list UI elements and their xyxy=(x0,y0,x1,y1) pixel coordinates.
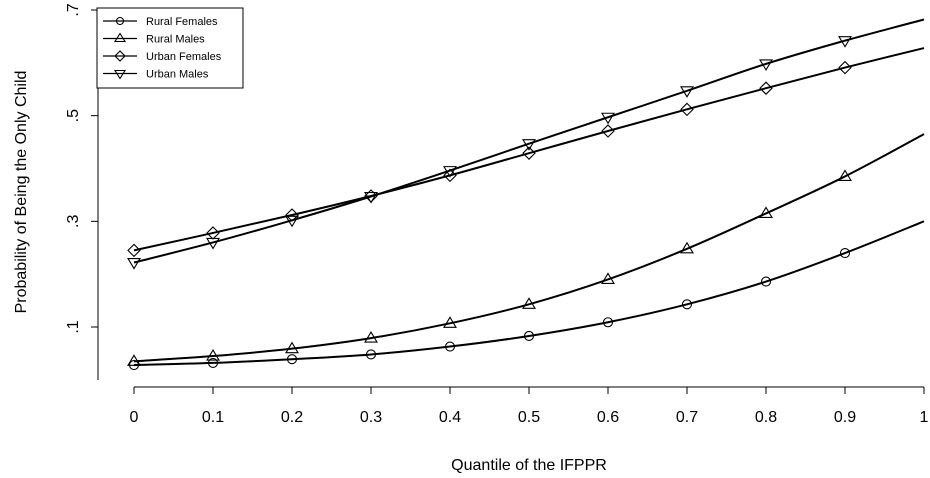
series-urban-males xyxy=(127,18,925,270)
series-rural-males xyxy=(127,133,925,366)
data-point-rural-males xyxy=(838,169,852,181)
data-point-rural-males xyxy=(206,348,220,361)
data-point-rural-females xyxy=(839,247,851,259)
data-point-urban-males xyxy=(285,215,299,228)
data-point-rural-females xyxy=(760,276,772,287)
data-point-urban-males xyxy=(601,112,615,125)
x-tick-label: 0.1 xyxy=(202,409,224,426)
data-point-urban-males xyxy=(206,237,220,250)
axes: 0 0.1 0.2 0.3 0.4 0.5 0.6 0.7 0.8 0.9 1 .1 .3 .5 .7 xyxy=(65,3,929,426)
x-tick-label: 0.7 xyxy=(676,409,698,426)
data-point-urban-males xyxy=(759,59,773,71)
legend-marker-urban-males xyxy=(114,69,126,80)
legend-marker-rural-males xyxy=(114,32,126,43)
data-point-urban-females xyxy=(759,81,773,95)
data-point-urban-females xyxy=(443,168,457,183)
legend-item-urban-females: Urban Females xyxy=(103,50,222,63)
y-tick-label: .1 xyxy=(65,320,82,333)
data-point-rural-females xyxy=(365,349,377,360)
series-urban-females xyxy=(127,47,925,258)
data-point-urban-males xyxy=(680,86,694,98)
legend-label: Urban Males xyxy=(146,69,209,81)
data-point-rural-males xyxy=(285,341,299,354)
y-tick-label: .5 xyxy=(65,109,82,122)
legend: Rural Females Rural Males Urban Females Urb… xyxy=(96,7,244,89)
legend-item-urban-males: Urban Males xyxy=(103,69,209,81)
x-tick-label: 0.3 xyxy=(360,409,382,426)
x-axis-title: Quantile of the IFPPR xyxy=(451,457,607,474)
data-point-rural-females xyxy=(444,341,456,352)
data-point-urban-males xyxy=(127,257,141,270)
data-point-urban-males xyxy=(522,139,536,151)
x-tick-label: 0.2 xyxy=(281,409,303,426)
y-tick-label: .3 xyxy=(65,215,82,228)
data-point-rural-males xyxy=(759,206,773,218)
x-tick-label: 0 xyxy=(130,409,139,426)
data-point-rural-males xyxy=(364,331,378,343)
legend-marker-rural-females xyxy=(115,16,125,26)
data-point-rural-females xyxy=(523,330,535,342)
data-point-rural-males xyxy=(601,272,615,285)
series-line-rural-males xyxy=(133,133,925,363)
data-point-rural-females xyxy=(681,299,693,310)
y-tick-label: .7 xyxy=(65,3,82,16)
x-tick-label: 0.5 xyxy=(518,409,540,426)
x-tick-label: 0.4 xyxy=(439,409,461,426)
data-point-urban-females xyxy=(838,60,852,75)
y-axis-title: Probability of Being the Only Child xyxy=(13,71,30,314)
legend-label: Rural Females xyxy=(146,16,218,28)
x-tick-label: 1 xyxy=(920,409,929,426)
legend-label: Rural Males xyxy=(146,34,205,46)
x-tick-label: 0.8 xyxy=(755,409,777,426)
legend-marker-urban-females xyxy=(114,50,126,62)
data-point-rural-males xyxy=(522,297,536,309)
series-line-urban-males xyxy=(133,18,925,264)
x-tick-label: 0.9 xyxy=(834,409,856,426)
data-point-urban-females xyxy=(680,102,694,117)
series-line-urban-females xyxy=(133,47,925,252)
series-rural-females xyxy=(128,220,925,371)
data-point-rural-males xyxy=(680,241,694,254)
legend-label: Urban Females xyxy=(146,51,222,63)
data-point-urban-males xyxy=(838,36,852,48)
data-point-rural-males xyxy=(443,316,457,328)
data-point-urban-males xyxy=(443,166,457,178)
data-point-rural-females xyxy=(207,357,219,368)
data-point-urban-males xyxy=(364,191,378,204)
data-point-urban-females xyxy=(522,146,536,160)
data-point-rural-females xyxy=(286,354,298,365)
series-line-rural-females xyxy=(133,220,925,367)
data-point-rural-males xyxy=(127,354,141,366)
series-layer xyxy=(127,18,925,371)
x-tick-label: 0.6 xyxy=(597,409,619,426)
data-point-urban-females xyxy=(601,124,615,138)
legend-item-rural-males: Rural Males xyxy=(103,32,205,46)
data-point-rural-females xyxy=(602,317,614,328)
data-point-urban-females xyxy=(127,243,141,258)
legend-item-rural-females: Rural Females xyxy=(103,16,218,28)
